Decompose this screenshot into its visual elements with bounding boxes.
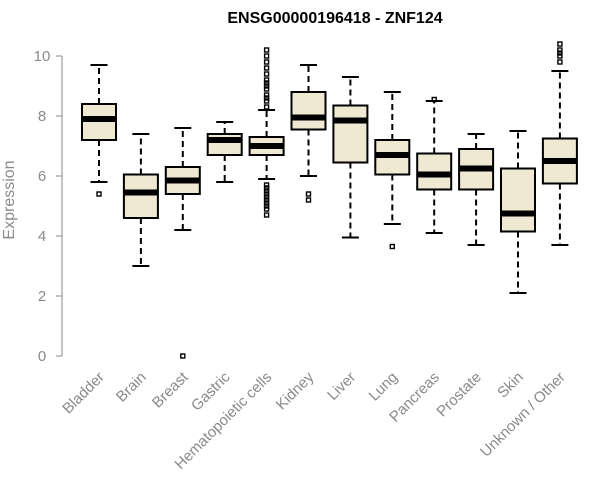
box-gastric — [206, 121, 243, 183]
outlier-point — [263, 203, 270, 209]
outlier-point — [180, 353, 186, 359]
box-breast — [164, 127, 201, 359]
outlier-point — [557, 50, 563, 56]
outlier-point — [96, 191, 102, 197]
outlier-point — [263, 92, 270, 98]
box-prostate — [458, 133, 495, 246]
outlier-point — [263, 206, 270, 212]
x-tick-label: Prostate — [433, 369, 485, 421]
outlier-point — [305, 197, 312, 203]
x-tick-label: Bladder — [59, 369, 108, 418]
box-kidney — [290, 64, 327, 203]
outlier-point — [263, 104, 270, 110]
box-iqr — [122, 173, 159, 219]
box-bladder — [81, 64, 117, 197]
outlier-point — [263, 212, 270, 218]
x-tick-label: Lung — [366, 369, 402, 405]
box-unknown-other — [541, 41, 578, 246]
box-pancreas — [416, 96, 453, 234]
outlier-point — [263, 59, 270, 65]
x-tick-label: Skin — [494, 369, 527, 402]
x-tick-label: Liver — [324, 369, 359, 404]
outlier-point — [263, 200, 270, 206]
box-skin — [500, 130, 536, 294]
outlier-point — [263, 197, 270, 203]
y-axis-label: Expression — [1, 160, 18, 239]
outlier-point — [557, 41, 563, 47]
outlier-point — [263, 83, 270, 89]
x-tick-label: Breast — [149, 368, 192, 411]
outlier-point — [389, 243, 395, 250]
y-tick-label: 8 — [38, 108, 46, 125]
y-tick-label: 6 — [38, 168, 46, 185]
x-tick-label: Brain — [113, 369, 150, 406]
outlier-point — [557, 59, 563, 65]
box-liver — [332, 76, 369, 239]
y-tick-label: 10 — [34, 48, 51, 65]
box-hematopoietic-cells — [248, 47, 285, 218]
outlier-point — [263, 98, 270, 104]
box-iqr — [290, 91, 327, 131]
box-iqr — [500, 167, 536, 233]
outlier-point — [263, 77, 270, 83]
outlier-point — [263, 47, 270, 53]
y-tick-label: 2 — [38, 288, 46, 305]
box-iqr — [332, 104, 369, 164]
outlier-point — [431, 96, 437, 103]
outlier-point — [305, 191, 312, 197]
outlier-point — [263, 185, 270, 191]
outlier-point — [263, 194, 270, 200]
outlier-point — [557, 47, 563, 53]
outlier-point — [263, 53, 270, 59]
plot-area — [81, 41, 578, 359]
outlier-point — [263, 86, 270, 92]
outlier-point — [263, 191, 270, 197]
outlier-point — [263, 80, 270, 86]
outlier-point — [263, 188, 270, 194]
outlier-point — [263, 182, 270, 188]
y-axis: 0 2 4 6 8 10 — [34, 48, 63, 365]
outlier-point — [263, 65, 270, 71]
y-tick-label: 0 — [38, 348, 46, 365]
chart-title: ENSG00000196418 - ZNF124 — [227, 10, 442, 27]
x-tick-label: Kidney — [273, 368, 318, 413]
box-brain — [122, 133, 159, 267]
outlier-point — [557, 53, 563, 59]
y-tick-label: 4 — [38, 228, 46, 245]
outlier-point — [263, 71, 270, 77]
box-lung — [374, 91, 411, 250]
outlier-point — [263, 95, 270, 101]
